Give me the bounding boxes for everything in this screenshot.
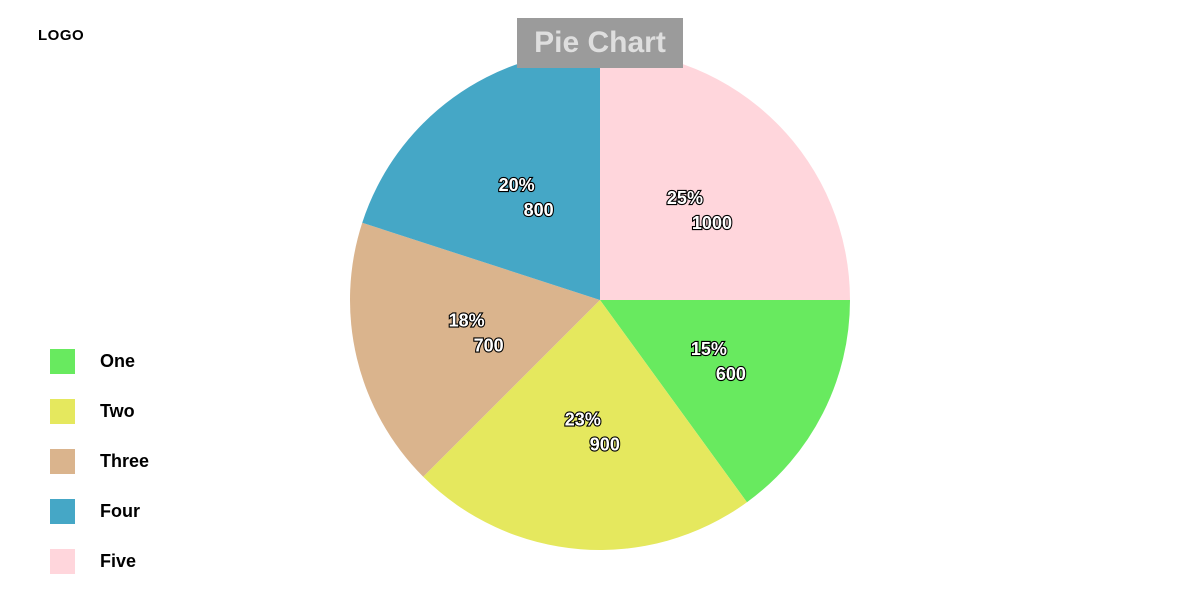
legend: One Two Three Four Five xyxy=(50,348,149,598)
slice-percent-label-five: 25% xyxy=(667,188,703,208)
slice-value-label-five: 1000 xyxy=(692,213,732,233)
legend-item-one: One xyxy=(50,348,149,374)
legend-label: Two xyxy=(100,400,135,421)
legend-label: Five xyxy=(100,550,137,571)
pie-slice-one xyxy=(600,300,850,503)
legend-swatch xyxy=(50,548,75,574)
slice-value-label-two: 900 xyxy=(590,435,620,455)
slice-value-label-one: 600 xyxy=(716,364,746,384)
slice-percent-label-two: 23% xyxy=(565,410,601,430)
chart-title: Pie Chart xyxy=(517,18,683,68)
slice-percent-label-one: 15% xyxy=(691,339,727,359)
legend-swatch xyxy=(50,398,75,424)
legend-swatch xyxy=(50,498,75,524)
slice-percent-label-three: 18% xyxy=(449,310,485,330)
pie-labels: 15% 600 23% 900 18% 700 20% 800 25% 1000 xyxy=(447,174,746,456)
slice-value-label-three: 700 xyxy=(474,335,504,355)
pie-slice-four xyxy=(362,50,600,300)
legend-label: Four xyxy=(100,500,140,521)
legend-swatch xyxy=(50,348,75,374)
slice-value-label-four: 800 xyxy=(524,200,554,220)
legend-item-three: Three xyxy=(50,448,149,474)
logo: LOGO xyxy=(38,27,85,44)
legend-item-five: Five xyxy=(50,548,149,574)
legend-item-two: Two xyxy=(50,398,149,424)
legend-label: Three xyxy=(100,450,150,471)
legend-swatch xyxy=(50,448,75,474)
pie-slice-three xyxy=(349,222,600,477)
pie-slices xyxy=(349,50,850,550)
legend-label: One xyxy=(100,350,136,371)
pie-slice-two xyxy=(423,300,747,550)
legend-item-four: Four xyxy=(50,498,149,524)
slice-percent-label-four: 20% xyxy=(499,175,535,195)
pie-slice-five xyxy=(600,50,850,300)
